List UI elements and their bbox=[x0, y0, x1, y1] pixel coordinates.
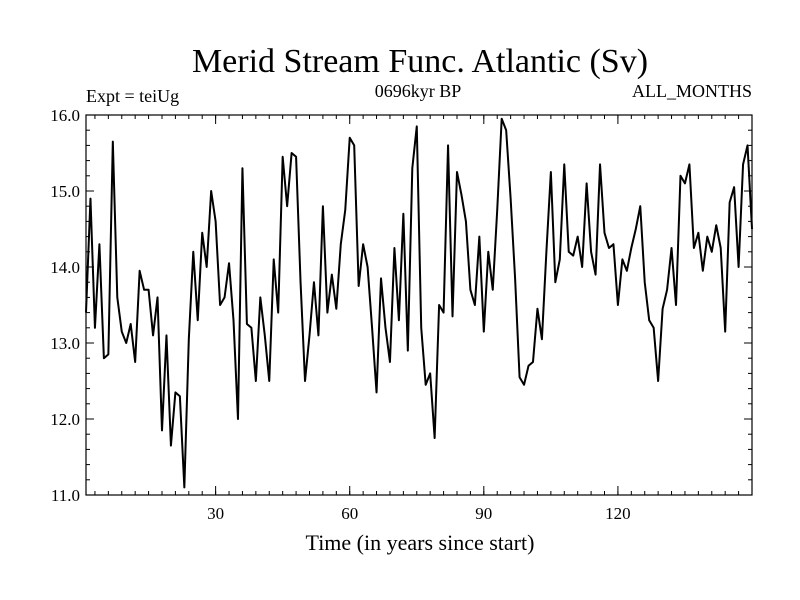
months-label: ALL_MONTHS bbox=[632, 81, 752, 101]
y-tick-label: 15.0 bbox=[50, 182, 80, 201]
y-tick-label: 13.0 bbox=[50, 334, 80, 353]
series-layer bbox=[85, 117, 753, 489]
y-tick-labels: 11.0 12.0 13.0 14.0 15.0 16.0 bbox=[50, 106, 80, 505]
y-tick-label: 16.0 bbox=[50, 106, 80, 125]
y-tick-label: 12.0 bbox=[50, 410, 80, 429]
period-label: 0696kyr BP bbox=[375, 81, 462, 101]
experiment-label: Expt = teiUg bbox=[86, 86, 179, 106]
x-axis-label: Time (in years since start) bbox=[306, 530, 535, 555]
y-tick-label: 14.0 bbox=[50, 258, 80, 277]
y-tick-label: 11.0 bbox=[51, 486, 80, 505]
series-line bbox=[85, 117, 753, 489]
chart-title: Merid Stream Func. Atlantic (Sv) bbox=[192, 43, 648, 80]
x-tick-label: 90 bbox=[475, 504, 492, 523]
x-tick-label: 30 bbox=[207, 504, 224, 523]
x-tick-label: 60 bbox=[341, 504, 358, 523]
axis-ticks bbox=[86, 114, 753, 496]
plot-frame bbox=[85, 114, 753, 496]
x-tick-label: 120 bbox=[605, 504, 631, 523]
x-tick-labels: 30 60 90 120 bbox=[207, 504, 631, 523]
